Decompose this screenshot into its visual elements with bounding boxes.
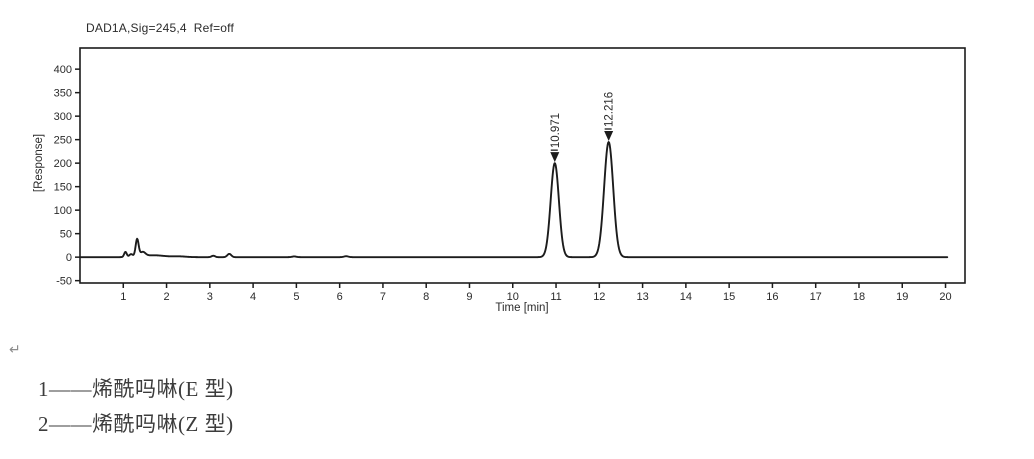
- peak-label: 10.971: [550, 113, 562, 148]
- y-tick-label: 100: [54, 205, 72, 217]
- x-tick-label: 18: [853, 291, 865, 303]
- x-tick-label: 19: [896, 291, 908, 303]
- peak-arrow-icon: [604, 131, 614, 141]
- x-tick-label: 11: [550, 291, 561, 303]
- x-tick-label: 15: [723, 291, 735, 303]
- x-tick-label: 17: [810, 291, 822, 303]
- x-tick-label: 8: [423, 291, 429, 303]
- chart-title: DAD1A,Sig=245,4 Ref=off: [86, 21, 235, 35]
- x-tick-label: 12: [593, 291, 605, 303]
- y-tick-label: 350: [54, 88, 72, 100]
- peak-arrow-icon: [550, 152, 560, 163]
- x-tick-label: 2: [163, 291, 169, 303]
- x-tick-label: 14: [680, 291, 692, 303]
- x-tick-label: 16: [766, 291, 778, 303]
- x-tick-label: 3: [207, 291, 213, 303]
- y-tick-label: 0: [66, 252, 72, 264]
- x-tick-label: 4: [250, 291, 256, 303]
- x-tick-label: 9: [466, 291, 472, 303]
- legend-item-peak1: 1——烯酰吗啉(E 型): [38, 377, 234, 401]
- x-axis-title: Time [min]: [495, 302, 549, 314]
- x-tick-label: 10: [507, 291, 519, 303]
- y-tick-label: 250: [54, 135, 72, 147]
- plot-border: [79, 47, 966, 284]
- y-tick-label: 50: [60, 229, 72, 241]
- x-tick-label: 7: [380, 291, 386, 303]
- x-tick-label: 13: [636, 291, 648, 303]
- legend-item-peak2: 2——烯酰吗啉(Z 型): [38, 412, 234, 436]
- y-tick-label: 200: [54, 158, 72, 170]
- y-tick-label: -50: [56, 276, 72, 288]
- y-tick-label: 300: [54, 111, 72, 123]
- x-tick-label: 20: [939, 291, 951, 303]
- x-tick-label: 6: [337, 291, 343, 303]
- chromatogram-trace: [79, 141, 949, 259]
- peak-label: 12.216: [604, 92, 616, 127]
- peak-legend: 1——烯酰吗啉(E 型) 2——烯酰吗啉(Z 型): [38, 374, 234, 444]
- y-tick-label: 150: [54, 182, 72, 194]
- x-tick-label: 1: [120, 291, 126, 303]
- x-tick-label: 5: [293, 291, 299, 303]
- paragraph-return-icon: ↵: [9, 341, 21, 357]
- y-tick-label: 400: [54, 64, 72, 76]
